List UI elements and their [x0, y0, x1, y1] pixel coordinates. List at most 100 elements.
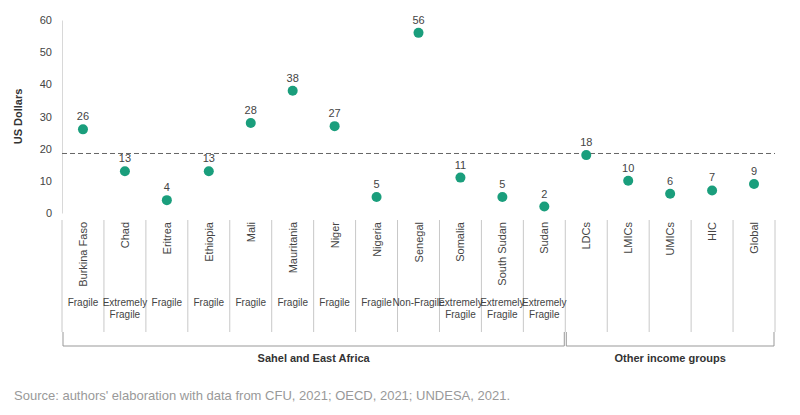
fragility-label: ExtremelyFragile: [480, 297, 524, 320]
separator: [691, 220, 692, 332]
points: [78, 28, 759, 212]
group-label: Sahel and East Africa: [258, 352, 371, 364]
point: [162, 195, 172, 205]
y-tick-label: 60: [40, 14, 52, 26]
data-label: 28: [245, 104, 257, 116]
point: [204, 166, 214, 176]
separator: [733, 220, 734, 332]
separator: [775, 220, 776, 332]
data-label: 7: [709, 171, 715, 183]
separator: [439, 220, 440, 332]
fragility-label: ExtremelyFragile: [103, 297, 147, 320]
separator: [355, 220, 356, 332]
chart: 0102030405060US Dollars26134132838275561…: [0, 0, 800, 415]
separator: [397, 220, 398, 332]
y-tick: 30: [40, 111, 62, 123]
y-tick: 40: [40, 78, 62, 90]
category-label: Senegal: [413, 222, 425, 262]
point: [414, 28, 424, 38]
data-label: 13: [203, 152, 215, 164]
data-label: 18: [580, 136, 592, 148]
fragility-label: ExtremelyFragile: [522, 297, 566, 320]
category-label: Global: [748, 222, 760, 254]
y-tick: 50: [40, 46, 62, 58]
fragility-label: Fragile: [152, 297, 183, 308]
category-label: Nigeria: [371, 221, 383, 257]
category-label: UMICs: [664, 222, 676, 256]
point: [372, 192, 382, 202]
fragility-label: Fragile: [68, 297, 99, 308]
data-label: 56: [412, 14, 424, 26]
separator: [187, 220, 188, 332]
y-tick-label: 50: [40, 46, 52, 58]
data-label: 26: [77, 110, 89, 122]
group-bracket: [63, 332, 564, 346]
data-label: 2: [541, 188, 547, 200]
data-label: 27: [328, 107, 340, 119]
category-label: Niger: [329, 222, 341, 249]
fragility-label: Fragile: [235, 297, 266, 308]
point: [749, 179, 759, 189]
data-label: 9: [751, 165, 757, 177]
y-tick: 10: [40, 175, 62, 187]
y-axis: 0 10 20 30 40 50 60: [40, 14, 63, 219]
y-axis-line: [62, 21, 63, 214]
point: [120, 166, 130, 176]
separator: [229, 220, 230, 332]
separator: [313, 220, 314, 332]
separator: [62, 220, 63, 332]
category-label: HIC: [706, 222, 718, 241]
y-tick-label: 0: [46, 207, 52, 219]
category-label: LDCs: [580, 222, 592, 250]
group-bracket: [566, 332, 774, 346]
separator: [481, 220, 482, 332]
data-label: 38: [287, 72, 299, 84]
y-tick-label: 10: [40, 175, 52, 187]
point: [78, 124, 88, 134]
data-label: 10: [622, 162, 634, 174]
category-label: South Sudan: [496, 222, 508, 286]
category-label: Ethiopia: [203, 221, 215, 262]
source-note: Source: authors' elaboration with data f…: [14, 388, 510, 403]
y-tick-label: 20: [40, 143, 52, 155]
fragility-label: Fragile: [361, 297, 392, 308]
fragility-label: Fragile: [277, 297, 308, 308]
point: [330, 121, 340, 131]
point: [539, 202, 549, 212]
y-axis-title: US Dollars: [12, 89, 24, 145]
data-label: 5: [499, 178, 505, 190]
fragility-label: ExtremelyFragile: [438, 297, 482, 320]
fragility-label: Non-Fragile: [392, 297, 445, 308]
separator: [607, 220, 608, 332]
point: [623, 176, 633, 186]
category-label: Mali: [245, 222, 257, 242]
data-label: 13: [119, 152, 131, 164]
category-label: Sudan: [538, 222, 550, 254]
data-label: 5: [373, 178, 379, 190]
data-label: 4: [164, 181, 170, 193]
point: [288, 86, 298, 96]
separator: [271, 220, 272, 332]
category-label: Eritrea: [161, 221, 173, 254]
reference-line: [62, 153, 775, 154]
y-tick: 60: [40, 14, 62, 26]
separator: [103, 220, 104, 332]
fragility-label: Fragile: [194, 297, 225, 308]
fragility-label: Fragile: [319, 297, 350, 308]
bracket-line: [63, 332, 564, 346]
separator: [145, 220, 146, 332]
y-tick-label: 40: [40, 78, 52, 90]
point: [581, 150, 591, 160]
separator: [649, 220, 650, 332]
data-label: 11: [455, 159, 466, 171]
group-label: Other income groups: [615, 352, 726, 364]
y-tick-label: 30: [40, 111, 52, 123]
point: [707, 185, 717, 195]
point: [665, 189, 675, 199]
category-label: LMICs: [622, 222, 634, 254]
point: [246, 118, 256, 128]
category-label: Mauritania: [287, 221, 299, 273]
point: [455, 173, 465, 183]
point: [497, 192, 507, 202]
y-tick: 20: [40, 143, 62, 155]
